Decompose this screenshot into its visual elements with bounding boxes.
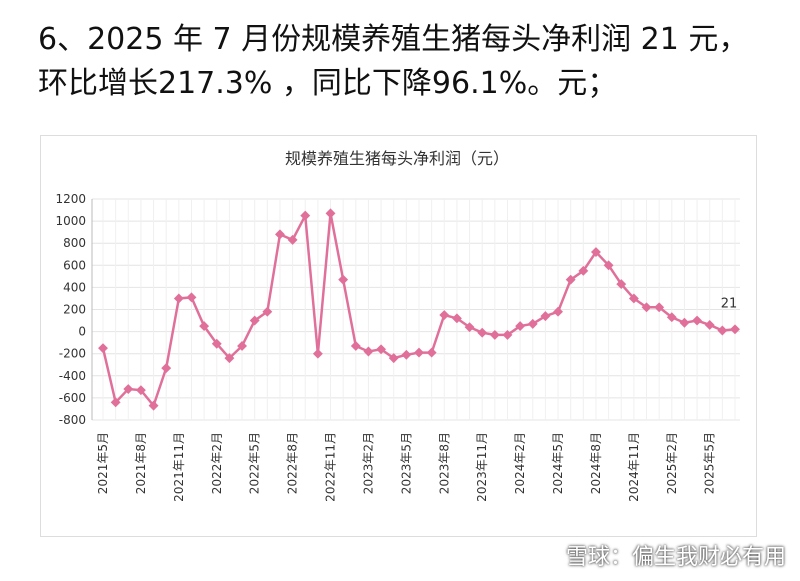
x-tick-label: 2021年8月 <box>134 432 148 494</box>
y-tick-label: -800 <box>59 413 86 427</box>
x-tick-label: 2021年5月 <box>96 432 110 494</box>
x-tick-label: 2024年11月 <box>627 432 641 502</box>
point <box>211 338 222 349</box>
point <box>338 274 349 285</box>
point <box>654 302 665 313</box>
point <box>199 321 210 332</box>
point <box>489 329 500 340</box>
x-tick-label: 2022年11月 <box>324 432 338 502</box>
y-tick-label: 800 <box>63 236 86 250</box>
y-tick-label: 1200 <box>55 192 86 206</box>
point <box>98 343 108 354</box>
x-tick-label: 2023年11月 <box>475 432 489 502</box>
point <box>477 327 488 338</box>
point <box>502 329 513 340</box>
y-tick-label: -400 <box>59 369 86 383</box>
point <box>426 347 437 358</box>
point <box>451 313 462 324</box>
point <box>376 344 387 355</box>
x-tick-label: 2024年5月 <box>551 432 565 494</box>
x-tick-label: 2025年2月 <box>665 432 679 494</box>
point <box>704 320 715 330</box>
x-tick-label: 2023年2月 <box>361 432 375 494</box>
x-tick-label: 2023年8月 <box>437 432 451 494</box>
x-tick-label: 2023年5月 <box>399 432 413 494</box>
point <box>173 293 184 304</box>
data-label: 21 <box>721 296 738 311</box>
point <box>628 293 639 304</box>
x-tick-label: 2022年8月 <box>286 432 300 494</box>
y-tick-label: 0 <box>78 325 86 339</box>
y-tick-label: 1000 <box>55 214 86 228</box>
point <box>325 208 336 219</box>
x-tick-label: 2022年2月 <box>210 432 224 494</box>
point <box>666 312 677 323</box>
point <box>679 317 690 328</box>
point <box>540 311 551 322</box>
chart-frame <box>40 135 757 537</box>
y-tick-label: 200 <box>63 303 86 317</box>
point <box>300 210 311 221</box>
point <box>287 234 298 245</box>
watermark: 雪球：偏生我财必有用 <box>565 545 786 570</box>
x-tick-label: 2021年11月 <box>172 432 186 502</box>
point <box>186 292 197 303</box>
x-tick-label: 2025年5月 <box>703 432 717 494</box>
y-tick-label: -200 <box>59 347 86 361</box>
point <box>641 302 652 313</box>
x-tick-label: 2024年2月 <box>513 432 527 494</box>
point <box>388 353 399 364</box>
y-tick-label: -600 <box>59 391 86 405</box>
point <box>237 341 247 351</box>
point <box>224 353 235 364</box>
point <box>350 341 361 351</box>
y-tick-label: 400 <box>63 280 86 294</box>
x-tick-label: 2022年5月 <box>248 432 262 494</box>
point <box>401 349 412 360</box>
point <box>464 322 475 333</box>
point <box>161 363 172 374</box>
point <box>312 348 323 359</box>
point <box>515 321 526 332</box>
point <box>148 400 159 411</box>
chart-title: 规模养殖生猪每头净利润（元） <box>285 149 509 168</box>
point <box>439 310 450 320</box>
point <box>553 306 563 317</box>
point <box>262 306 273 317</box>
point <box>565 274 576 285</box>
point <box>616 279 627 290</box>
point <box>578 265 589 276</box>
point <box>717 325 728 336</box>
point <box>591 247 601 257</box>
x-tick-label: 2024年8月 <box>589 432 603 494</box>
point <box>363 346 374 357</box>
point <box>249 315 260 326</box>
point <box>527 318 538 329</box>
point <box>275 229 285 240</box>
point <box>730 324 740 335</box>
y-tick-label: 600 <box>63 258 86 272</box>
point <box>135 385 146 396</box>
point <box>603 260 614 271</box>
point <box>692 315 703 326</box>
heading: 6、2025 年 7 月份规模养殖生猪每头净利润 21 元，环比增长217.3%… <box>38 22 749 101</box>
point <box>414 347 424 358</box>
